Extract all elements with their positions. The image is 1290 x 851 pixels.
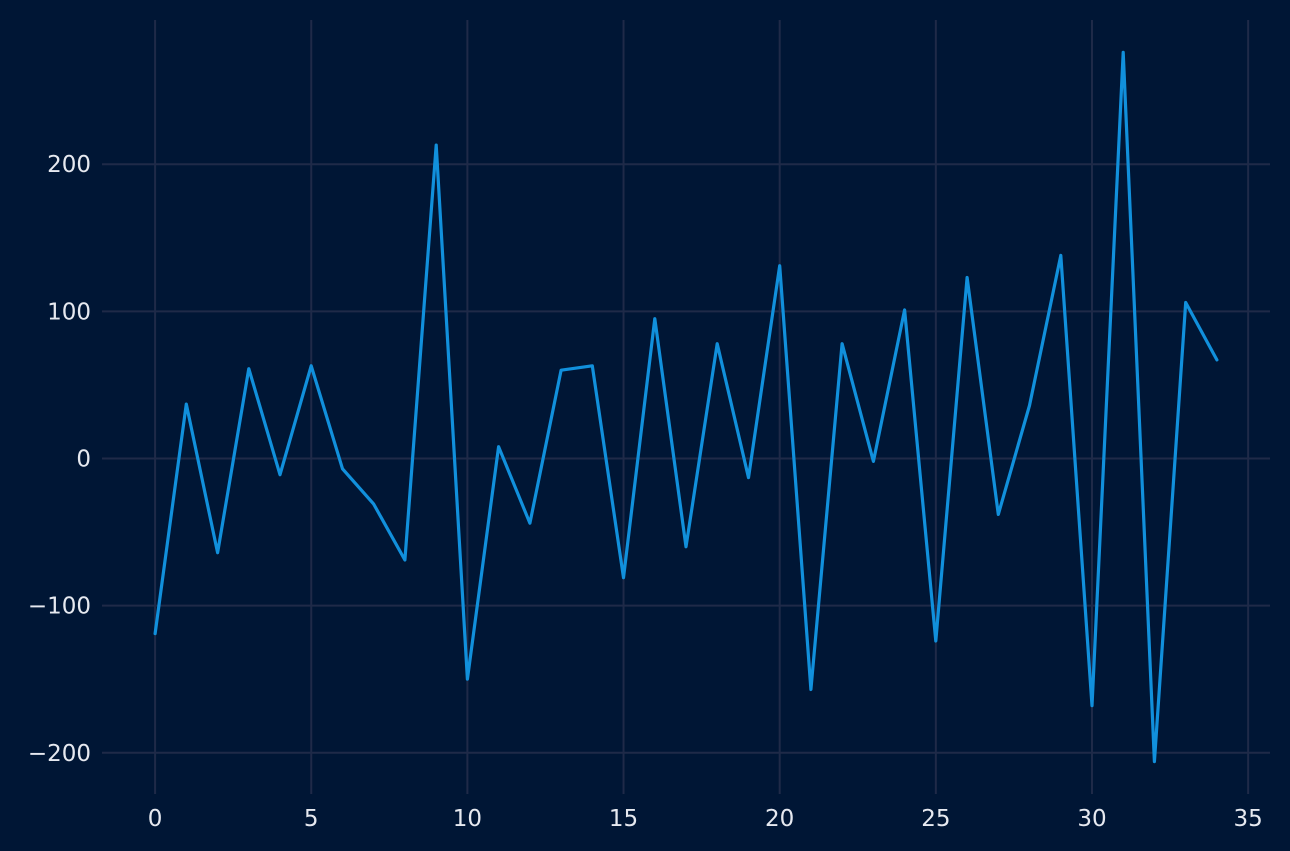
y-tick-label: 0 (76, 447, 91, 473)
x-tick-label: 30 (1077, 806, 1106, 832)
x-tick-label: 15 (609, 806, 638, 832)
x-tick-label: 25 (921, 806, 950, 832)
y-tick-label: 200 (47, 152, 91, 178)
x-tick-label: 0 (148, 806, 163, 832)
y-tick-label: −100 (28, 594, 91, 620)
series-line-0 (153, 50, 1219, 764)
y-tick-label: 100 (47, 299, 91, 325)
x-tick-label: 5 (304, 806, 319, 832)
y-axis-ticks: −200 −100 0 100 200 (28, 152, 91, 767)
x-axis-ticks: 0 5 10 15 20 25 30 35 (148, 806, 1263, 832)
x-tick-label: 35 (1233, 806, 1262, 832)
y-tick-label: −200 (28, 741, 91, 767)
x-tick-label: 20 (765, 806, 794, 832)
grid (102, 20, 1270, 794)
series-layer (153, 50, 1219, 764)
x-tick-label: 10 (453, 806, 482, 832)
